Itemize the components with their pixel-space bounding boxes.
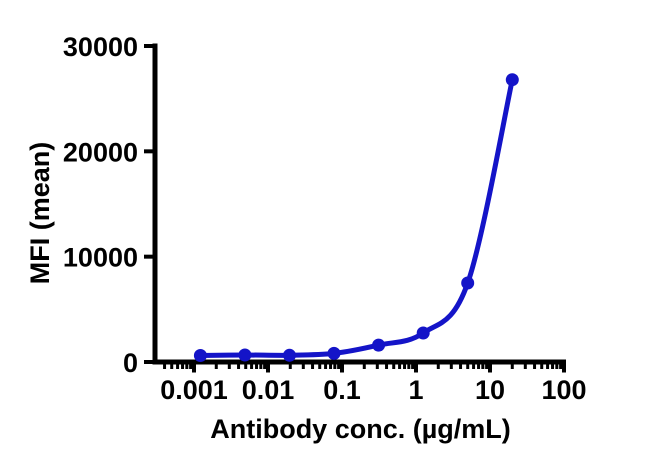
x-tick-label: 10: [475, 375, 505, 405]
x-tick-label: 0.1: [323, 375, 361, 405]
y-tick-label: 20000: [63, 137, 138, 167]
data-point: [372, 338, 386, 352]
y-tick-label: 30000: [63, 32, 138, 62]
x-tick-label: 1: [408, 375, 423, 405]
data-point: [416, 326, 430, 340]
x-tick-label: 100: [541, 375, 586, 405]
data-point: [193, 349, 207, 362]
data-point: [461, 276, 475, 290]
data-point: [283, 348, 296, 362]
x-tick-label: 0.01: [242, 375, 295, 405]
y-axis-title: MFI (mean): [25, 141, 55, 285]
x-axis-title: Antibody conc. (µg/mL): [210, 414, 511, 444]
data-point: [327, 346, 341, 360]
data-point: [238, 348, 252, 362]
data-curve: [197, 77, 515, 358]
y-tick-label: 0: [123, 348, 138, 378]
data-point: [505, 73, 519, 87]
y-tick-label: 10000: [63, 243, 138, 273]
x-tick-label: 0.001: [160, 375, 228, 405]
